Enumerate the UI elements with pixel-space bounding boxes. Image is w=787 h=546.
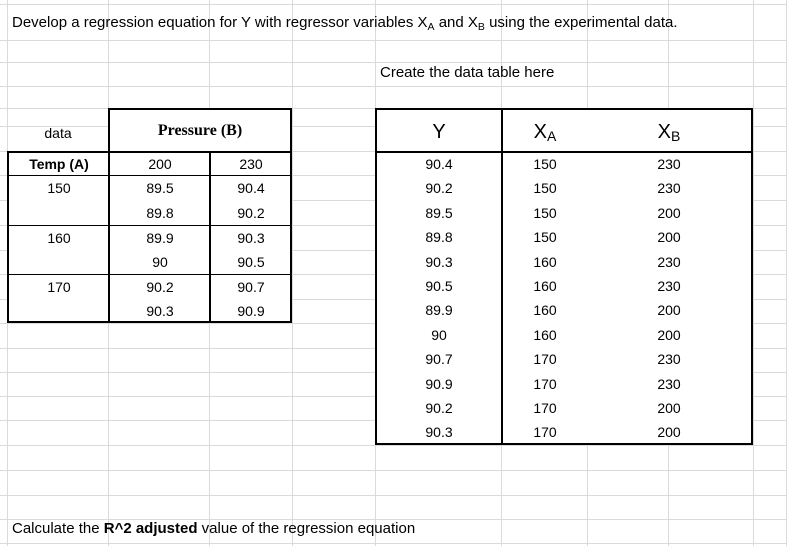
right-divider-1 — [501, 108, 503, 445]
left-hline-3 — [7, 274, 292, 275]
left-cell: 90.4 — [237, 180, 265, 196]
left-cell: 89.9 — [146, 230, 174, 246]
left-hline-2 — [7, 225, 292, 226]
y-value: 90.4 — [425, 156, 453, 172]
xb-value: 230 — [657, 375, 681, 392]
xa-value: 150 — [533, 204, 557, 221]
grid-row-line — [0, 543, 787, 544]
pressure-level-230: 230 — [239, 156, 263, 172]
grid-row-line — [0, 4, 787, 5]
right-table-box — [375, 108, 753, 445]
left-cell: 90.5 — [237, 254, 265, 270]
header-y: Y — [432, 121, 446, 143]
footer-text: Calculate the — [12, 520, 104, 537]
xb-value: 200 — [657, 326, 681, 343]
xb-value: 200 — [657, 424, 681, 441]
footer-bold-text: R^2 adjusted — [103, 520, 198, 537]
y-value: 90.7 — [425, 351, 453, 368]
y-value: 89.5 — [425, 204, 453, 221]
header-xb-main: X — [657, 121, 671, 143]
xa-value: 160 — [533, 326, 557, 343]
xa-value: 160 — [533, 302, 557, 319]
grid-row-line — [0, 519, 787, 520]
subscript-a: A — [427, 21, 435, 33]
grid-row-line — [0, 40, 787, 41]
pressure-level-200: 200 — [148, 156, 172, 172]
y-value: 90.9 — [425, 375, 453, 392]
grid-row-line — [0, 495, 787, 496]
xa-value: 150 — [533, 180, 557, 197]
temp-level-150: 150 — [47, 180, 71, 196]
grid-row-line — [0, 86, 787, 87]
left-cell: 90.3 — [146, 303, 174, 319]
xa-value: 170 — [533, 424, 557, 441]
xa-value: 150 — [533, 156, 557, 172]
right-header-line — [375, 151, 753, 153]
grid-row-line — [0, 445, 787, 446]
xb-value: 230 — [657, 351, 681, 368]
y-value: 89.8 — [425, 229, 453, 246]
y-value: 90 — [431, 326, 447, 343]
instruction-label: Create the data table here — [380, 64, 555, 81]
header-xa-sub: A — [547, 128, 557, 144]
left-data-box — [7, 151, 292, 323]
xb-value: 230 — [657, 253, 681, 270]
temp-header: Temp (A) — [29, 156, 89, 172]
xa-value: 170 — [533, 351, 557, 368]
xa-value: 150 — [533, 229, 557, 246]
header-xb-sub: B — [671, 128, 681, 144]
statement-text-middle: and X — [434, 14, 478, 31]
grid-row-line — [0, 62, 787, 63]
xb-value: 230 — [657, 278, 681, 294]
header-xa: XA — [503, 119, 587, 145]
grid-col-line — [753, 0, 754, 546]
temp-level-170: 170 — [47, 279, 71, 295]
xb-value: 200 — [657, 204, 681, 221]
header-xb: XB — [587, 119, 751, 145]
left-cell: 90.2 — [146, 279, 174, 295]
xa-value: 160 — [533, 278, 557, 294]
left-divider-2 — [209, 151, 211, 323]
xb-value: 200 — [657, 400, 681, 416]
pressure-header: Pressure (B) — [157, 122, 243, 139]
corner-label: data — [44, 125, 72, 141]
footer-text-end: value of the regression equation — [197, 520, 416, 537]
y-value: 90.2 — [425, 400, 453, 416]
footer-question: Calculate the R^2 adjusted value of the … — [12, 517, 415, 541]
left-cell: 90.2 — [237, 205, 265, 221]
left-cell: 89.8 — [146, 205, 174, 221]
left-cell: 90.3 — [237, 230, 265, 246]
header-xa-main: X — [533, 121, 547, 143]
xa-value: 170 — [533, 375, 557, 392]
y-value: 90.5 — [425, 278, 453, 294]
xa-value: 160 — [533, 253, 557, 270]
subscript-b: B — [477, 21, 485, 33]
xb-value: 200 — [657, 302, 681, 319]
grid-col-line — [292, 0, 293, 546]
xb-value: 230 — [657, 180, 681, 197]
xa-value: 170 — [533, 400, 557, 416]
left-cell: 90.9 — [237, 303, 265, 319]
left-cell: 90 — [152, 254, 168, 270]
temp-level-160: 160 — [47, 230, 71, 246]
statement-text: Develop a regression equation for Y with… — [12, 14, 428, 31]
left-hline-1 — [7, 175, 292, 176]
grid-row-line — [0, 470, 787, 471]
xb-value: 200 — [657, 229, 681, 246]
xb-value: 230 — [657, 156, 681, 172]
statement-text-end: using the experimental data. — [484, 14, 678, 31]
problem-statement: Develop a regression equation for Y with… — [12, 11, 678, 35]
y-value: 90.3 — [425, 424, 453, 441]
y-value: 90.2 — [425, 180, 453, 197]
left-cell: 89.5 — [146, 180, 174, 196]
left-divider-1 — [108, 151, 110, 323]
y-value: 90.3 — [425, 253, 453, 270]
y-value: 89.9 — [425, 302, 453, 319]
left-cell: 90.7 — [237, 279, 265, 295]
